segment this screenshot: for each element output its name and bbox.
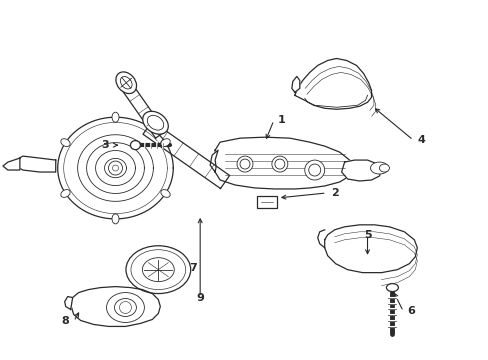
- Ellipse shape: [112, 112, 119, 122]
- Polygon shape: [71, 287, 160, 327]
- Ellipse shape: [119, 302, 131, 314]
- Ellipse shape: [271, 156, 287, 172]
- Text: 2: 2: [330, 188, 338, 198]
- Polygon shape: [58, 117, 173, 219]
- Ellipse shape: [114, 298, 136, 316]
- Ellipse shape: [126, 246, 190, 293]
- Ellipse shape: [112, 214, 119, 224]
- Polygon shape: [16, 156, 56, 172]
- Ellipse shape: [106, 293, 144, 323]
- Polygon shape: [142, 121, 229, 189]
- Ellipse shape: [142, 111, 168, 134]
- Ellipse shape: [130, 141, 140, 150]
- Ellipse shape: [161, 190, 170, 197]
- Ellipse shape: [308, 164, 320, 176]
- Ellipse shape: [120, 77, 132, 89]
- Ellipse shape: [161, 139, 170, 147]
- Ellipse shape: [116, 72, 136, 94]
- Ellipse shape: [370, 162, 387, 174]
- Ellipse shape: [237, 156, 252, 172]
- Text: 9: 9: [196, 293, 203, 302]
- Polygon shape: [291, 76, 299, 92]
- Polygon shape: [121, 82, 165, 138]
- Text: 3: 3: [102, 140, 109, 150]
- Polygon shape: [210, 150, 218, 172]
- Text: 5: 5: [363, 230, 370, 240]
- Ellipse shape: [108, 161, 122, 175]
- Ellipse shape: [112, 165, 118, 171]
- Polygon shape: [64, 297, 73, 310]
- Ellipse shape: [61, 190, 70, 197]
- Polygon shape: [341, 160, 381, 181]
- FancyBboxPatch shape: [256, 196, 276, 208]
- Polygon shape: [215, 137, 354, 189]
- Ellipse shape: [61, 139, 70, 147]
- Ellipse shape: [131, 250, 185, 289]
- Polygon shape: [3, 158, 20, 170]
- Ellipse shape: [142, 258, 174, 282]
- Text: 4: 4: [417, 135, 425, 145]
- Text: 8: 8: [61, 316, 69, 327]
- Polygon shape: [294, 58, 371, 109]
- Ellipse shape: [147, 115, 163, 130]
- Ellipse shape: [304, 160, 324, 180]
- Ellipse shape: [379, 164, 388, 172]
- Text: 7: 7: [189, 263, 197, 273]
- Ellipse shape: [274, 159, 285, 169]
- Ellipse shape: [386, 284, 398, 292]
- Text: 6: 6: [407, 306, 414, 316]
- Ellipse shape: [240, 159, 249, 169]
- Polygon shape: [324, 225, 416, 273]
- Text: 1: 1: [277, 115, 285, 125]
